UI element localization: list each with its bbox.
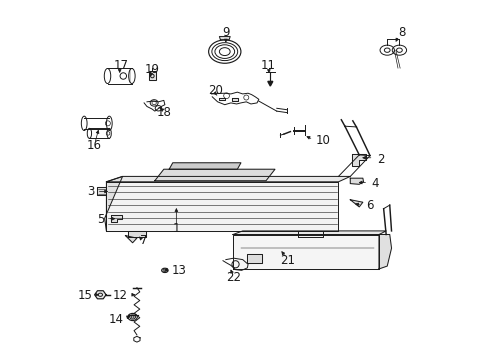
- Polygon shape: [267, 81, 272, 86]
- Ellipse shape: [104, 68, 110, 84]
- Text: 21: 21: [280, 254, 294, 267]
- Polygon shape: [106, 176, 349, 182]
- Text: 15: 15: [78, 289, 92, 302]
- Text: 13: 13: [171, 264, 186, 277]
- Text: 8: 8: [397, 26, 405, 39]
- Polygon shape: [97, 187, 106, 195]
- Polygon shape: [231, 98, 238, 101]
- Polygon shape: [169, 163, 241, 169]
- Text: 14: 14: [108, 312, 123, 326]
- Text: 12: 12: [113, 289, 128, 302]
- Ellipse shape: [87, 129, 91, 138]
- Polygon shape: [218, 98, 224, 100]
- Text: 19: 19: [144, 63, 159, 76]
- Ellipse shape: [81, 116, 87, 131]
- Text: 9: 9: [222, 26, 229, 39]
- Text: 1: 1: [172, 222, 180, 235]
- Text: 10: 10: [315, 134, 330, 147]
- Polygon shape: [298, 231, 323, 237]
- Text: 11: 11: [260, 59, 275, 72]
- Text: 7: 7: [140, 234, 147, 247]
- Polygon shape: [106, 182, 338, 231]
- Polygon shape: [378, 234, 391, 269]
- Polygon shape: [219, 37, 230, 40]
- Text: 2: 2: [376, 153, 384, 166]
- Text: 20: 20: [208, 84, 223, 97]
- Bar: [149, 71, 155, 80]
- Polygon shape: [125, 235, 137, 243]
- Polygon shape: [155, 169, 274, 181]
- Polygon shape: [149, 71, 155, 80]
- Polygon shape: [349, 200, 362, 207]
- Polygon shape: [233, 231, 386, 234]
- Text: 18: 18: [156, 106, 171, 119]
- Polygon shape: [351, 154, 366, 166]
- Polygon shape: [233, 234, 378, 269]
- Polygon shape: [349, 178, 363, 184]
- Polygon shape: [94, 291, 106, 299]
- Polygon shape: [111, 215, 122, 222]
- Text: 22: 22: [226, 271, 241, 284]
- Polygon shape: [128, 231, 145, 237]
- Polygon shape: [104, 176, 122, 231]
- Text: 3: 3: [87, 185, 94, 198]
- Text: 4: 4: [371, 177, 379, 190]
- Text: 6: 6: [365, 199, 372, 212]
- Text: 16: 16: [87, 139, 102, 152]
- Text: 17: 17: [113, 59, 128, 72]
- Polygon shape: [247, 253, 262, 263]
- Text: 5: 5: [97, 213, 104, 226]
